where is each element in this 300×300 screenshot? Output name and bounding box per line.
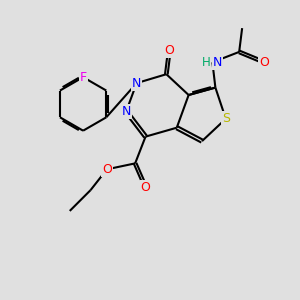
- Text: H: H: [202, 56, 210, 69]
- Text: O: O: [260, 56, 269, 69]
- Text: S: S: [222, 112, 230, 125]
- Text: N: N: [213, 56, 223, 69]
- Text: N: N: [122, 105, 131, 118]
- Text: O: O: [102, 163, 112, 176]
- Text: F: F: [80, 71, 87, 84]
- Text: O: O: [141, 181, 151, 194]
- Text: N: N: [132, 76, 141, 90]
- Text: O: O: [164, 44, 174, 57]
